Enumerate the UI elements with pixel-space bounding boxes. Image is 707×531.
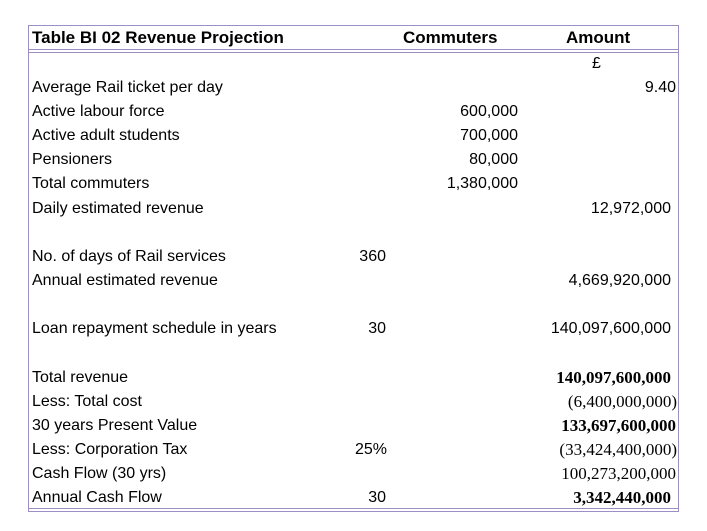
- row-commuters: 80,000: [469, 151, 518, 168]
- row-parameter: 25%: [354, 441, 387, 458]
- commuters-header: Commuters: [403, 28, 498, 47]
- row-label: Annual Cash Flow: [32, 489, 162, 506]
- row-amount: (33,424,400,000): [559, 440, 677, 459]
- row-label: Active adult students: [32, 127, 180, 144]
- row-label: Daily estimated revenue: [32, 200, 204, 217]
- row-commuters: 600,000: [460, 103, 518, 120]
- row-label: Total revenue: [32, 369, 129, 386]
- row-label: Loan repayment schedule in years: [32, 320, 277, 337]
- row-amount: 140,097,600,000: [556, 368, 671, 387]
- header-divider-2: [29, 52, 678, 53]
- row-label: Pensioners: [32, 151, 113, 168]
- row-amount: 3,342,440,000: [573, 488, 671, 507]
- row-label: Annual estimated revenue: [32, 272, 218, 289]
- row-amount: (6,400,000,000): [567, 392, 677, 411]
- row-commuters: 700,000: [460, 127, 518, 144]
- row-label: Total commuters: [32, 175, 150, 192]
- row-label: No. of days of Rail services: [32, 248, 226, 265]
- row-commuters: 1,380,000: [446, 175, 518, 192]
- row-label: Cash Flow (30 yrs): [32, 465, 167, 482]
- row-parameter: 360: [359, 248, 386, 265]
- amount-header: Amount: [566, 28, 631, 47]
- table-title: Table BI 02 Revenue Projection: [32, 28, 284, 47]
- row-parameter: 30: [368, 489, 386, 506]
- row-amount: 4,669,920,000: [568, 272, 671, 289]
- header-divider-1: [29, 49, 678, 50]
- top-border: [29, 25, 678, 26]
- currency-symbol: £: [592, 55, 601, 72]
- row-parameter: 30: [368, 320, 386, 337]
- revenue-table: [28, 25, 679, 512]
- bottom-border: [29, 508, 678, 509]
- row-amount: 12,972,000: [590, 200, 671, 217]
- row-amount: 100,273,200,000: [561, 464, 676, 483]
- row-amount: 140,097,600,000: [550, 320, 671, 337]
- row-amount: 9.40: [644, 79, 676, 96]
- row-amount: 133,697,600,000: [561, 416, 676, 435]
- bottom-border-2: [29, 511, 678, 512]
- row-label: Less: Corporation Tax: [32, 441, 188, 458]
- row-label: 30 years Present Value: [32, 417, 198, 434]
- row-label: Less: Total cost: [32, 393, 142, 410]
- row-label: Active labour force: [32, 103, 165, 120]
- row-label: Average Rail ticket per day: [32, 79, 223, 96]
